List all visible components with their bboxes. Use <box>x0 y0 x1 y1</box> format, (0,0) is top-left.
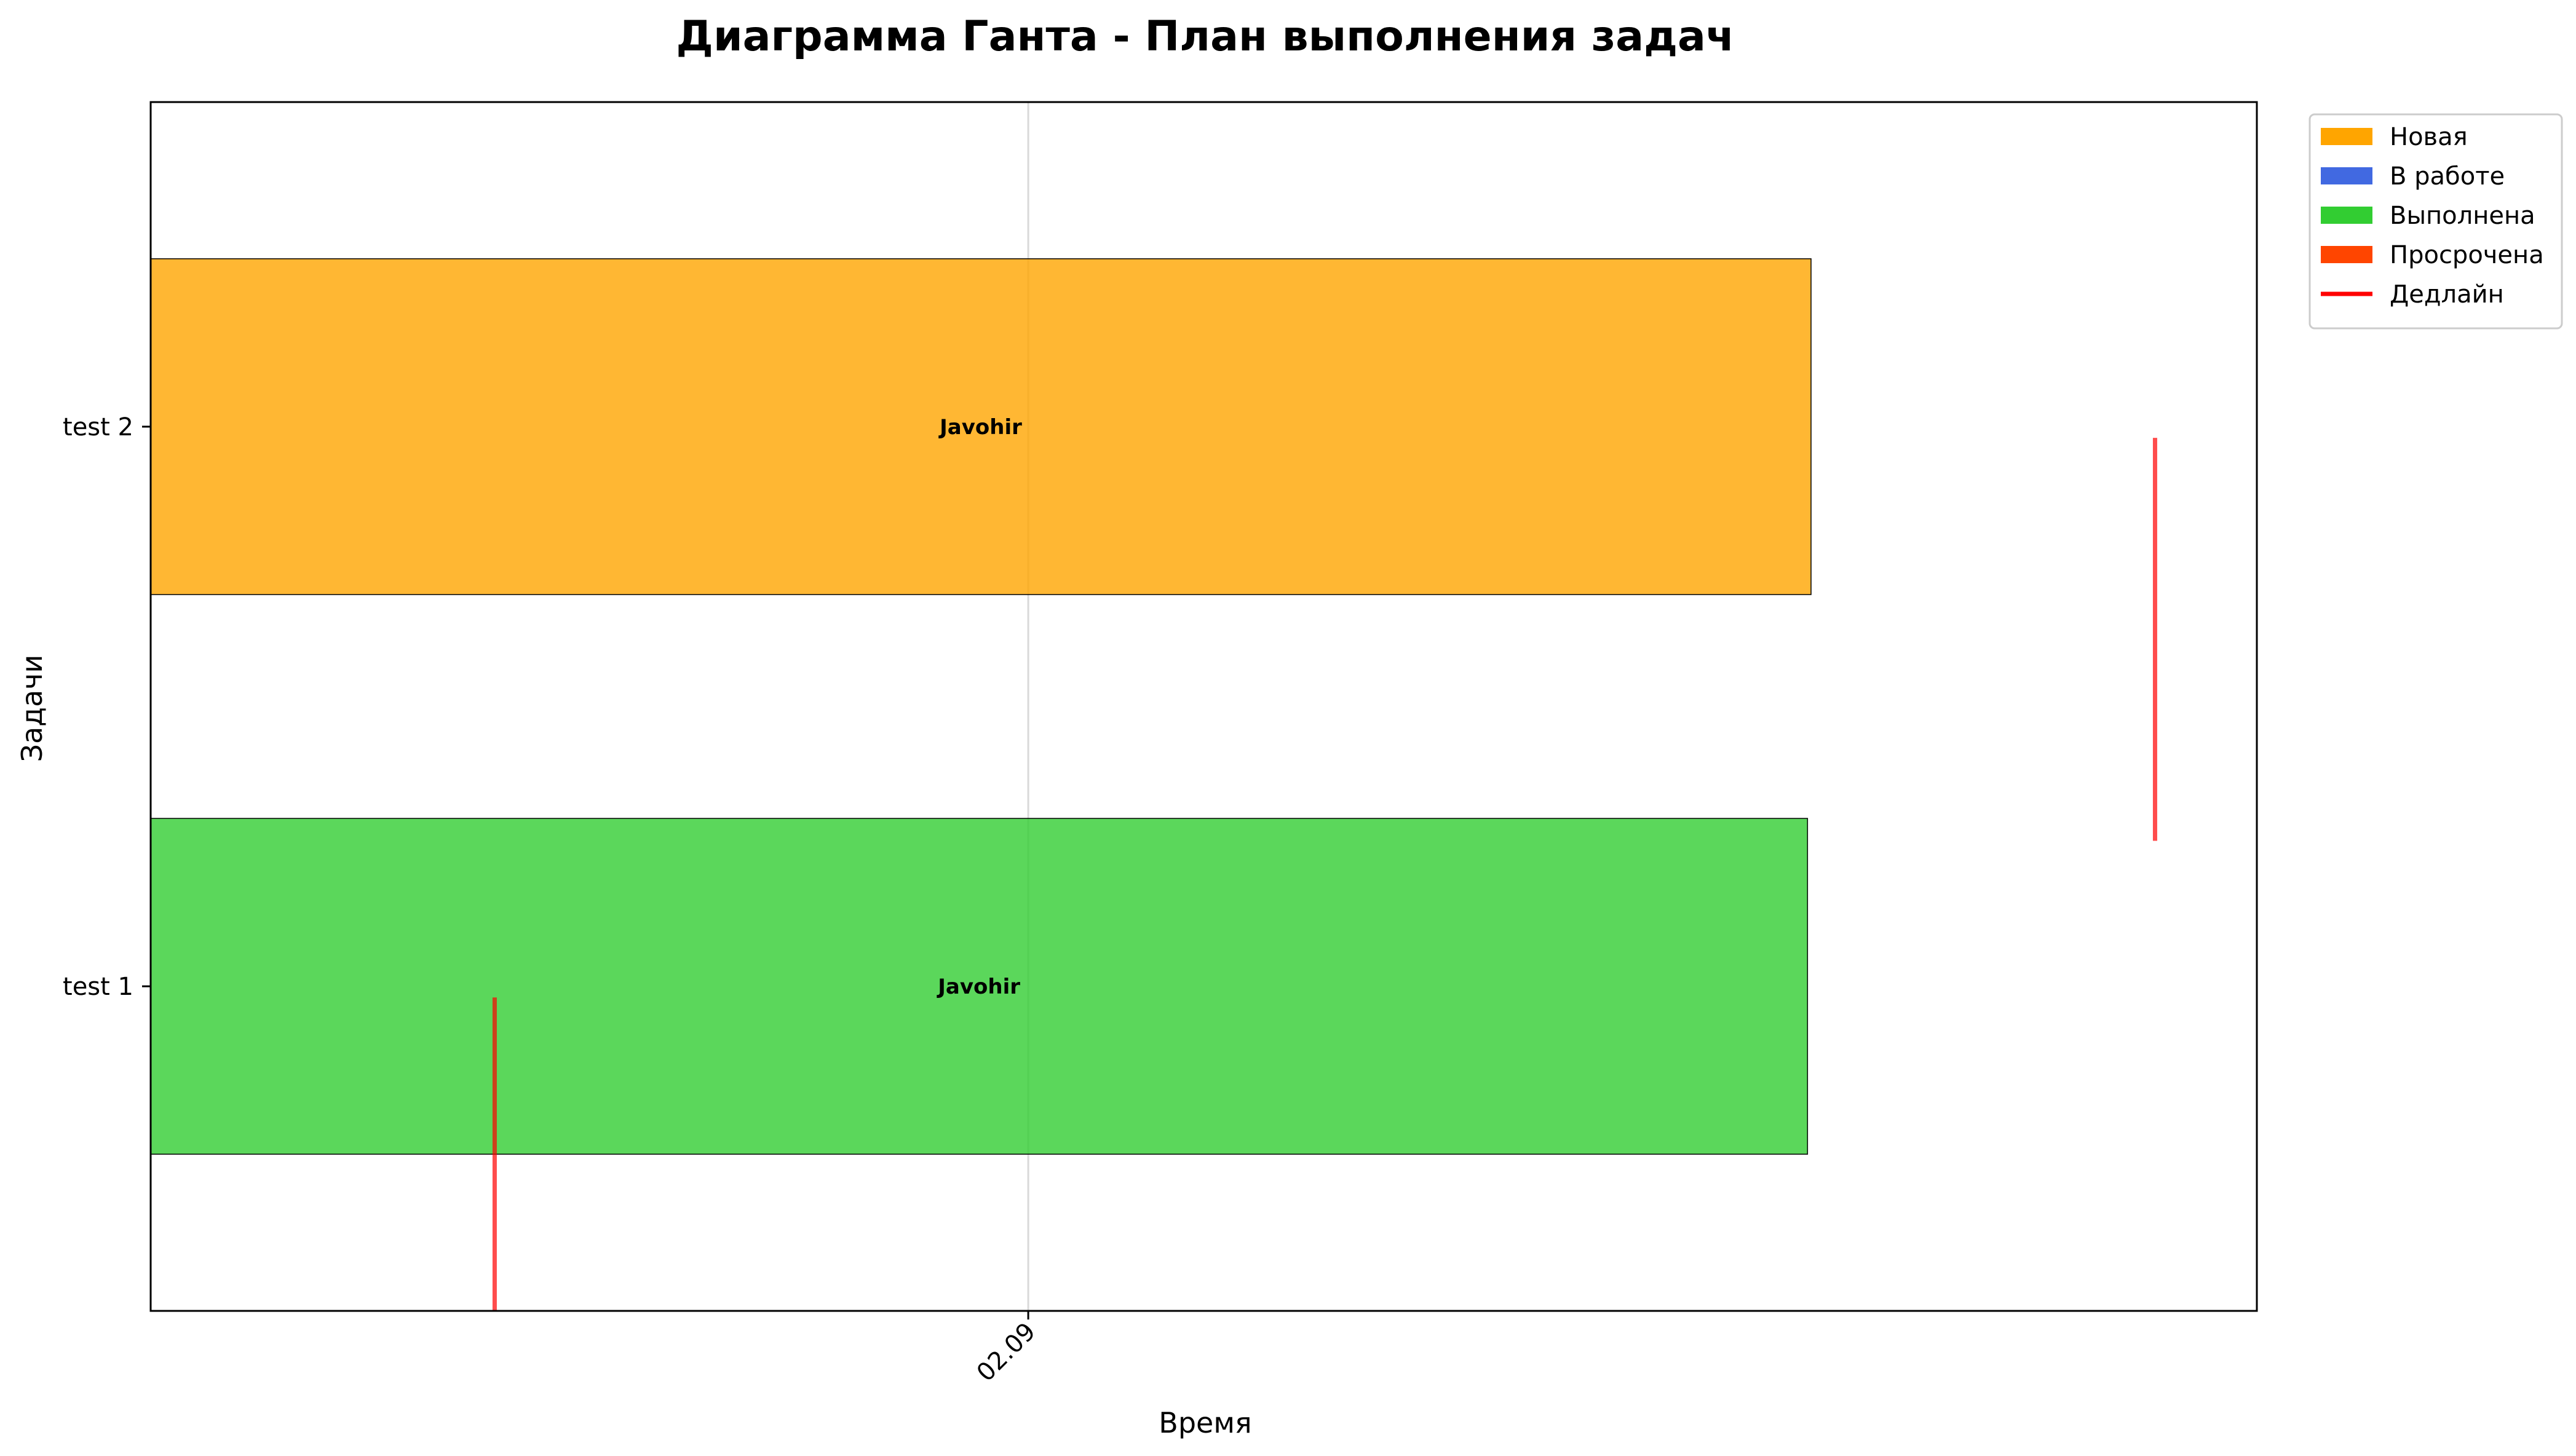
legend-swatch <box>2321 167 2372 184</box>
task-bar-test-1 <box>150 818 1809 1155</box>
legend-entry-label: Просрочена <box>2390 241 2544 269</box>
x-tick-label: 02.09 <box>972 1318 1042 1388</box>
legend-entry-label: Новая <box>2390 123 2468 151</box>
chart-title: Диаграмма Ганта - План выполнения задач <box>676 12 1734 61</box>
legend-entry-label: Выполнена <box>2390 202 2535 230</box>
task-bar-test-2 <box>150 258 1812 595</box>
y-tick-label: test 1 <box>63 973 133 1001</box>
plot-area: Javohir Javohir test 1 test 2 02.09 <box>63 101 2258 1388</box>
task-bar-label: Javohir <box>938 415 1022 440</box>
legend-swatch <box>2321 128 2372 145</box>
legend-entry-label: В работе <box>2390 162 2505 191</box>
legend-box <box>2308 113 2563 330</box>
legend-swatch <box>2321 246 2372 263</box>
y-axis-label: Задачи <box>15 655 49 762</box>
plot-frame <box>149 101 2258 1312</box>
task-bar-label: Javohir <box>937 975 1020 999</box>
legend: Новая В работе Выполнена Просрочена Дедлайн <box>2308 113 2563 330</box>
y-tick-label: test 2 <box>63 413 133 441</box>
legend-swatch <box>2321 207 2372 224</box>
x-axis-label: Время <box>1159 1406 1251 1439</box>
legend-entry-label: Дедлайн <box>2390 280 2504 309</box>
